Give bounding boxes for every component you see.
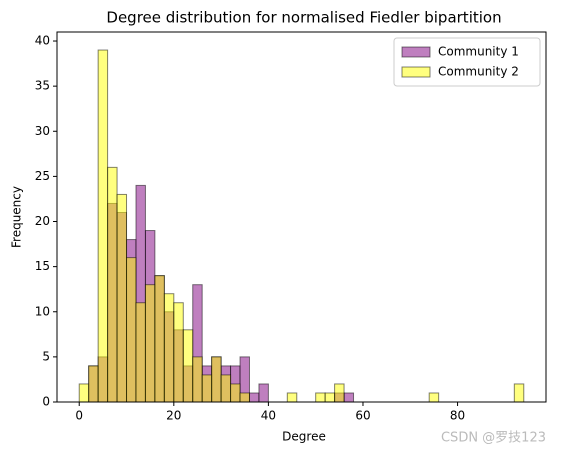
bar [116,193,128,403]
bar [230,383,241,403]
bar [107,166,118,403]
x-tick-label: 40 [261,409,276,423]
bar [334,383,345,403]
bar [239,392,250,403]
legend-label: Community 1 [438,45,519,59]
bar [343,392,355,403]
bar [182,329,194,403]
watermark: CSDN @罗技123 [441,431,546,446]
bar [78,383,90,403]
bar [513,383,525,403]
x-tick-label: 60 [355,409,370,423]
plot-frame [56,31,547,403]
bar [126,257,137,403]
bar [248,392,260,403]
bar [428,392,440,403]
y-tick-label: 0 [42,395,50,409]
x-tick-label: 20 [166,409,181,423]
bar [211,356,222,403]
bar [324,392,336,403]
bar [192,356,203,403]
bar [220,374,232,403]
legend-swatch [401,66,431,78]
bar [97,49,109,403]
x-tick-label: 80 [450,409,465,423]
legend-label: Community 2 [438,65,519,79]
y-tick-label: 10 [35,304,50,318]
bar [88,365,99,403]
y-axis-label: Frequency [10,186,24,248]
y-tick-label: 15 [35,259,50,273]
bar [154,275,165,403]
y-tick-label: 35 [35,79,50,93]
bar [163,293,175,403]
y-tick-label: 5 [42,349,50,363]
bar [258,383,269,403]
bar [286,392,298,403]
y-tick-label: 20 [35,214,50,228]
legend-swatch [401,46,431,58]
bar [173,302,184,403]
y-tick-label: 25 [35,169,50,183]
x-tick-label: 0 [75,409,83,423]
y-tick-label: 30 [35,124,50,138]
y-tick-label: 40 [35,34,50,48]
chart-title: Degree distribution for normalised Fiedl… [106,9,501,27]
x-axis-label: Degree [282,430,326,444]
bar [201,374,213,403]
bar [135,302,146,403]
bar [315,392,326,403]
bar [144,284,156,403]
